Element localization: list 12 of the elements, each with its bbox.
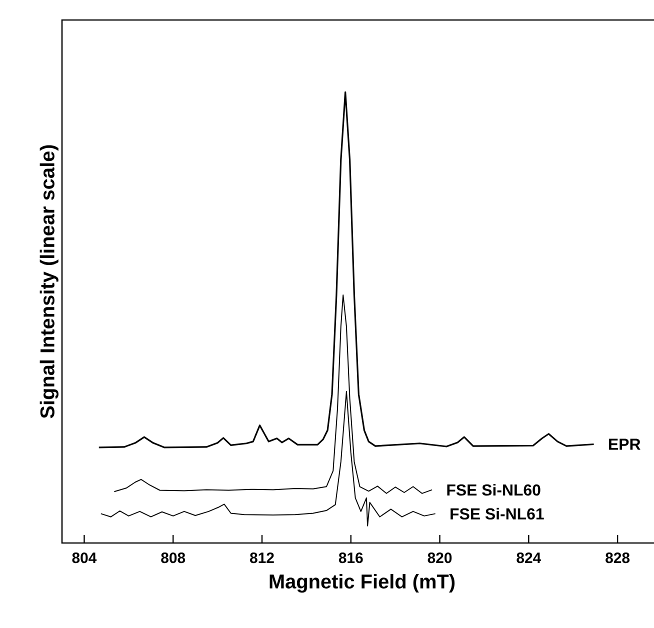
x-tick-label: 808 [161,552,186,564]
x-tick-label: 812 [250,552,274,564]
series-label: FSE Si-NL61 [450,508,544,520]
x-tick-label: 820 [428,552,452,564]
series-label: EPR [609,438,640,450]
x-axis-title: Magnetic Field (mT) [270,574,455,593]
y-axis-title: Signal Intensity (linear scale) [40,145,58,418]
x-tick-label: 804 [72,552,97,564]
x-tick-label: 824 [516,552,542,564]
series-label: FSE Si-NL60 [447,484,540,496]
x-tick-label: 816 [338,552,363,564]
x-tick-label: 828 [606,552,630,564]
